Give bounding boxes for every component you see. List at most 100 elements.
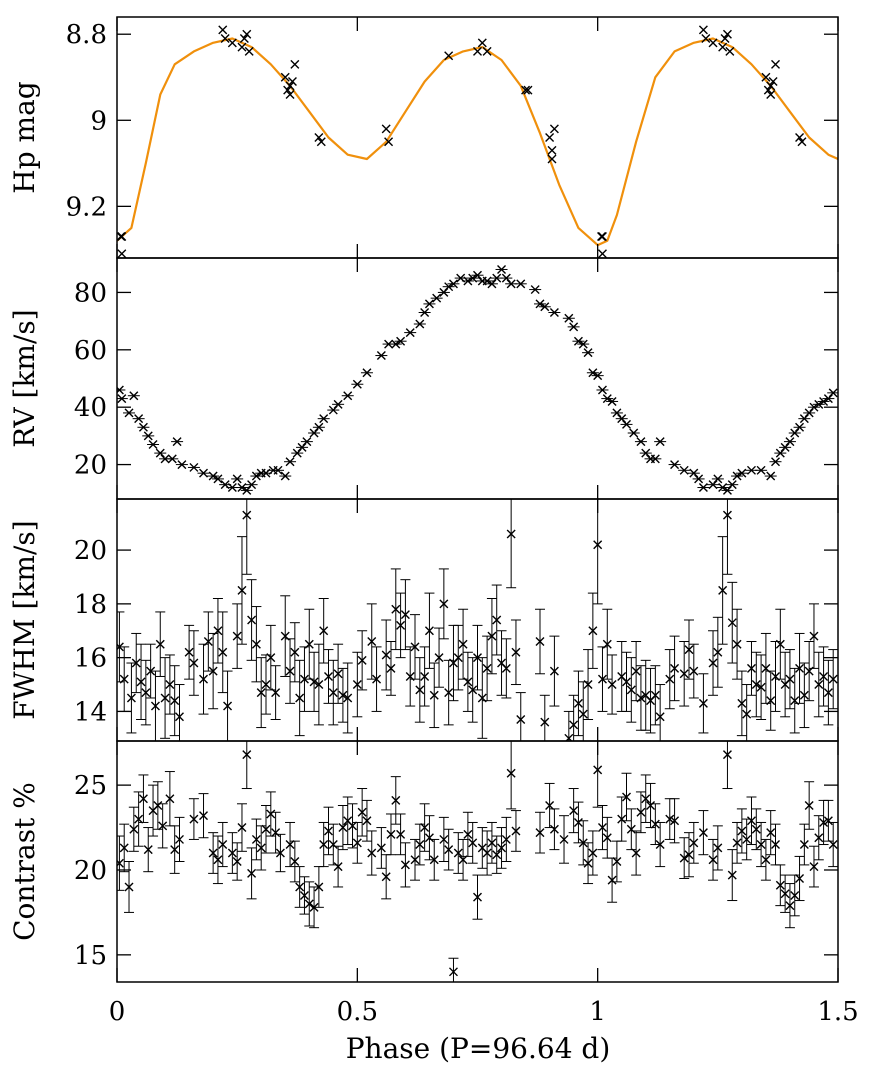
contrast-data-point xyxy=(819,817,829,827)
contrast-data-point xyxy=(569,806,579,816)
rv-data-point xyxy=(828,388,838,398)
fwhm-data-point xyxy=(199,674,209,684)
hp-data-point xyxy=(545,133,555,142)
hp-data-point xyxy=(523,85,533,95)
contrast-data-point xyxy=(689,838,699,848)
fwhm-ytick-label: 18 xyxy=(74,590,107,620)
fwhm-data-point xyxy=(203,637,213,647)
contrast-data-point xyxy=(665,814,675,824)
contrast-data-point xyxy=(559,834,569,844)
fwhm-data-point xyxy=(391,604,401,614)
fwhm-data-point xyxy=(698,698,708,708)
rv-plot-area xyxy=(117,264,838,495)
hp-data-point xyxy=(220,34,230,44)
hp-data-point xyxy=(280,72,290,82)
fwhm-data-point xyxy=(689,666,699,676)
rv-data-point xyxy=(670,460,680,470)
contrast-data-point xyxy=(323,826,333,836)
x-axis-label: Phase (P=96.64 d) xyxy=(346,1032,611,1065)
contrast-data-point xyxy=(732,838,742,848)
contrast-data-point xyxy=(790,890,800,900)
fwhm-data-point xyxy=(386,663,396,673)
fwhm-data-point xyxy=(511,647,521,657)
fwhm-data-point xyxy=(569,720,579,730)
hp-data-point xyxy=(227,38,237,48)
rv-data-point xyxy=(694,474,704,484)
contrast-data-point xyxy=(771,840,781,850)
fwhm-data-point xyxy=(679,669,689,679)
fwhm-data-point xyxy=(136,677,146,687)
contrast-data-point xyxy=(828,840,838,850)
fwhm-data-point xyxy=(319,626,329,636)
contrast-data-point xyxy=(545,800,555,810)
contrast-data-point xyxy=(775,880,785,890)
rv-data-point xyxy=(564,313,574,323)
contrast-data-point xyxy=(143,845,153,855)
fwhm-data-point xyxy=(247,615,257,625)
hp-data-point xyxy=(244,46,254,56)
fwhm-data-point xyxy=(420,671,430,681)
fwhm-data-point xyxy=(170,696,180,706)
contrast-data-point xyxy=(381,872,391,882)
contrast-data-point xyxy=(386,829,396,839)
hp-data-point xyxy=(287,77,297,87)
fwhm-data-point xyxy=(516,714,526,724)
hp-data-point xyxy=(720,34,730,44)
fwhm-data-point xyxy=(751,680,761,690)
rv-data-point xyxy=(376,351,386,361)
fwhm-data-point xyxy=(506,529,516,539)
hp-data-point xyxy=(242,29,252,39)
contrast-data-point xyxy=(482,848,492,858)
rv-data-point xyxy=(396,336,406,346)
contrast-data-point xyxy=(501,834,511,844)
rv-data-point xyxy=(549,308,559,318)
rv-data-point xyxy=(578,339,588,349)
fwhm-data-point xyxy=(501,663,511,673)
contrast-data-point xyxy=(631,848,641,858)
rv-data-point xyxy=(134,414,144,424)
fwhm-data-point xyxy=(165,680,175,690)
rv-data-point xyxy=(629,428,639,438)
contrast-data-point xyxy=(352,838,362,848)
hp-ytick-label: 9 xyxy=(90,106,107,136)
contrast-data-point xyxy=(492,850,502,860)
contrast-data-point xyxy=(573,817,583,827)
fwhm-data-point xyxy=(160,693,170,703)
contrast-data-point xyxy=(535,828,545,838)
fwhm-ytick-label: 14 xyxy=(74,697,107,727)
contrast-ylabel: Contrast % xyxy=(8,782,41,941)
contrast-data-point xyxy=(708,855,718,865)
rv-data-point xyxy=(746,465,756,475)
rv-ylabel: RV [km/s] xyxy=(8,309,41,447)
rv-data-point xyxy=(516,279,526,289)
rv-frame xyxy=(116,257,839,500)
fwhm-data-point xyxy=(424,626,434,636)
fwhm-data-point xyxy=(266,653,276,663)
fwhm-data-point xyxy=(458,639,468,649)
contrast-data-point xyxy=(602,833,612,843)
fwhm-data-point xyxy=(636,693,646,703)
fwhm-data-point xyxy=(410,642,420,652)
rv-data-point xyxy=(420,308,430,318)
fwhm-ytick-label: 20 xyxy=(74,536,107,566)
rv-data-point xyxy=(384,339,394,349)
contrast-ytick-label: 20 xyxy=(74,856,107,886)
x-tick-label: 0 xyxy=(109,997,126,1027)
contrast-plot-area xyxy=(117,741,838,982)
fwhm-data-point xyxy=(357,655,367,665)
rv-ytick-label: 20 xyxy=(74,451,107,481)
fwhm-data-point xyxy=(549,666,559,676)
contrast-data-point xyxy=(129,824,139,834)
contrast-data-point xyxy=(242,750,252,760)
x-tick-label: 1 xyxy=(589,997,606,1027)
hp-data-point xyxy=(701,34,711,44)
contrast-data-point xyxy=(304,899,314,909)
rv-data-point xyxy=(756,465,766,475)
fwhm-data-point xyxy=(304,639,314,649)
fwhm-data-point xyxy=(622,677,632,687)
fwhm-data-point xyxy=(372,674,382,684)
contrast-data-point xyxy=(597,823,607,833)
contrast-data-point xyxy=(549,824,559,834)
rv-data-point xyxy=(117,385,124,395)
